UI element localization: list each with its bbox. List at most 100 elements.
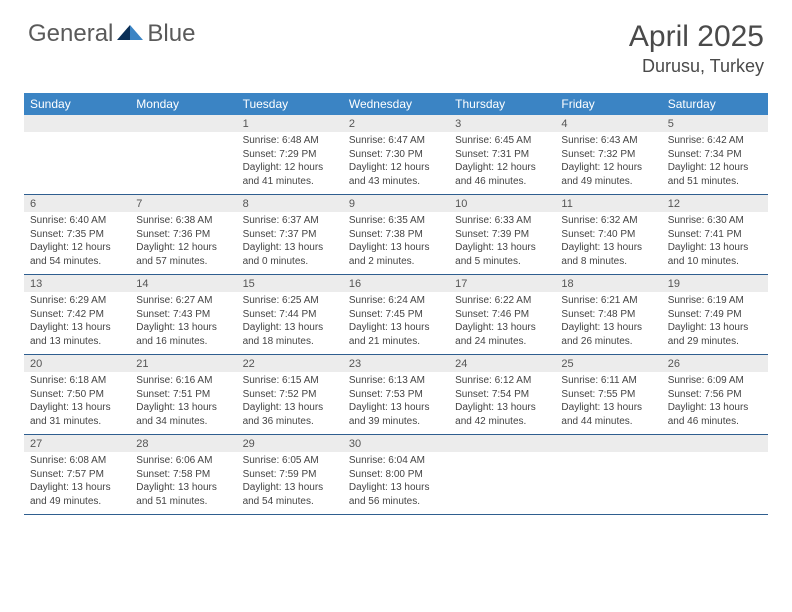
day-number-row: 27282930 (24, 435, 768, 452)
day-number: 30 (343, 435, 449, 452)
title-block: April 2025 Durusu, Turkey (629, 20, 764, 77)
day-number: 13 (24, 275, 130, 292)
day-cell: Sunrise: 6:06 AM Sunset: 7:58 PM Dayligh… (130, 452, 236, 514)
day-number: 6 (24, 195, 130, 212)
calendar-week: 13141516171819Sunrise: 6:29 AM Sunset: 7… (24, 275, 768, 355)
day-number: 1 (237, 115, 343, 132)
day-number-row: 13141516171819 (24, 275, 768, 292)
day-number: 7 (130, 195, 236, 212)
day-number: 8 (237, 195, 343, 212)
day-cell: Sunrise: 6:47 AM Sunset: 7:30 PM Dayligh… (343, 132, 449, 194)
day-number (24, 115, 130, 132)
day-number-row: 12345 (24, 115, 768, 132)
day-cell: Sunrise: 6:21 AM Sunset: 7:48 PM Dayligh… (555, 292, 661, 354)
dayhead-monday: Monday (130, 93, 236, 115)
day-cell: Sunrise: 6:15 AM Sunset: 7:52 PM Dayligh… (237, 372, 343, 434)
day-cell: Sunrise: 6:33 AM Sunset: 7:39 PM Dayligh… (449, 212, 555, 274)
calendar-week: 20212223242526Sunrise: 6:18 AM Sunset: 7… (24, 355, 768, 435)
day-number: 15 (237, 275, 343, 292)
day-cell: Sunrise: 6:38 AM Sunset: 7:36 PM Dayligh… (130, 212, 236, 274)
day-body-row: Sunrise: 6:08 AM Sunset: 7:57 PM Dayligh… (24, 452, 768, 514)
brand-part1: General (28, 20, 113, 48)
day-cell (449, 452, 555, 514)
day-number: 4 (555, 115, 661, 132)
weeks-container: 12345Sunrise: 6:48 AM Sunset: 7:29 PM Da… (24, 115, 768, 515)
day-number: 27 (24, 435, 130, 452)
day-cell: Sunrise: 6:40 AM Sunset: 7:35 PM Dayligh… (24, 212, 130, 274)
day-cell: Sunrise: 6:08 AM Sunset: 7:57 PM Dayligh… (24, 452, 130, 514)
day-cell: Sunrise: 6:37 AM Sunset: 7:37 PM Dayligh… (237, 212, 343, 274)
day-number: 2 (343, 115, 449, 132)
calendar-head-row: Sunday Monday Tuesday Wednesday Thursday… (24, 93, 768, 115)
brand-part2: Blue (147, 20, 195, 48)
day-number: 22 (237, 355, 343, 372)
day-number: 20 (24, 355, 130, 372)
day-cell: Sunrise: 6:09 AM Sunset: 7:56 PM Dayligh… (662, 372, 768, 434)
day-cell: Sunrise: 6:16 AM Sunset: 7:51 PM Dayligh… (130, 372, 236, 434)
day-number: 18 (555, 275, 661, 292)
day-cell: Sunrise: 6:30 AM Sunset: 7:41 PM Dayligh… (662, 212, 768, 274)
day-body-row: Sunrise: 6:48 AM Sunset: 7:29 PM Dayligh… (24, 132, 768, 194)
calendar: Sunday Monday Tuesday Wednesday Thursday… (24, 93, 768, 515)
day-number-row: 20212223242526 (24, 355, 768, 372)
day-cell: Sunrise: 6:12 AM Sunset: 7:54 PM Dayligh… (449, 372, 555, 434)
day-cell: Sunrise: 6:13 AM Sunset: 7:53 PM Dayligh… (343, 372, 449, 434)
day-number: 17 (449, 275, 555, 292)
day-cell: Sunrise: 6:43 AM Sunset: 7:32 PM Dayligh… (555, 132, 661, 194)
calendar-week: 6789101112Sunrise: 6:40 AM Sunset: 7:35 … (24, 195, 768, 275)
day-cell: Sunrise: 6:35 AM Sunset: 7:38 PM Dayligh… (343, 212, 449, 274)
page-title: April 2025 (629, 20, 764, 54)
day-number: 24 (449, 355, 555, 372)
day-cell: Sunrise: 6:19 AM Sunset: 7:49 PM Dayligh… (662, 292, 768, 354)
header: General Blue April 2025 Durusu, Turkey (0, 0, 792, 85)
day-cell: Sunrise: 6:27 AM Sunset: 7:43 PM Dayligh… (130, 292, 236, 354)
day-cell: Sunrise: 6:04 AM Sunset: 8:00 PM Dayligh… (343, 452, 449, 514)
day-number-row: 6789101112 (24, 195, 768, 212)
day-cell: Sunrise: 6:48 AM Sunset: 7:29 PM Dayligh… (237, 132, 343, 194)
day-number (449, 435, 555, 452)
day-number: 14 (130, 275, 236, 292)
day-cell: Sunrise: 6:05 AM Sunset: 7:59 PM Dayligh… (237, 452, 343, 514)
day-number: 26 (662, 355, 768, 372)
day-cell: Sunrise: 6:18 AM Sunset: 7:50 PM Dayligh… (24, 372, 130, 434)
day-number: 16 (343, 275, 449, 292)
brand-logo: General Blue (28, 20, 195, 48)
day-cell: Sunrise: 6:29 AM Sunset: 7:42 PM Dayligh… (24, 292, 130, 354)
day-number: 23 (343, 355, 449, 372)
day-number (130, 115, 236, 132)
day-number (662, 435, 768, 452)
day-number: 28 (130, 435, 236, 452)
day-number: 19 (662, 275, 768, 292)
day-cell: Sunrise: 6:22 AM Sunset: 7:46 PM Dayligh… (449, 292, 555, 354)
dayhead-sunday: Sunday (24, 93, 130, 115)
day-body-row: Sunrise: 6:29 AM Sunset: 7:42 PM Dayligh… (24, 292, 768, 354)
dayhead-thursday: Thursday (449, 93, 555, 115)
day-number: 12 (662, 195, 768, 212)
day-number: 11 (555, 195, 661, 212)
day-cell (24, 132, 130, 194)
day-number: 3 (449, 115, 555, 132)
day-number: 25 (555, 355, 661, 372)
logo-triangle-icon (117, 22, 143, 47)
day-number: 5 (662, 115, 768, 132)
day-cell: Sunrise: 6:25 AM Sunset: 7:44 PM Dayligh… (237, 292, 343, 354)
dayhead-friday: Friday (555, 93, 661, 115)
calendar-week: 27282930Sunrise: 6:08 AM Sunset: 7:57 PM… (24, 435, 768, 515)
day-cell: Sunrise: 6:42 AM Sunset: 7:34 PM Dayligh… (662, 132, 768, 194)
dayhead-saturday: Saturday (662, 93, 768, 115)
day-cell: Sunrise: 6:24 AM Sunset: 7:45 PM Dayligh… (343, 292, 449, 354)
day-number: 10 (449, 195, 555, 212)
calendar-week: 12345Sunrise: 6:48 AM Sunset: 7:29 PM Da… (24, 115, 768, 195)
day-cell (555, 452, 661, 514)
day-cell (130, 132, 236, 194)
dayhead-tuesday: Tuesday (237, 93, 343, 115)
day-cell: Sunrise: 6:45 AM Sunset: 7:31 PM Dayligh… (449, 132, 555, 194)
day-body-row: Sunrise: 6:40 AM Sunset: 7:35 PM Dayligh… (24, 212, 768, 274)
day-body-row: Sunrise: 6:18 AM Sunset: 7:50 PM Dayligh… (24, 372, 768, 434)
day-cell (662, 452, 768, 514)
day-number (555, 435, 661, 452)
day-number: 29 (237, 435, 343, 452)
day-number: 9 (343, 195, 449, 212)
dayhead-wednesday: Wednesday (343, 93, 449, 115)
day-cell: Sunrise: 6:11 AM Sunset: 7:55 PM Dayligh… (555, 372, 661, 434)
